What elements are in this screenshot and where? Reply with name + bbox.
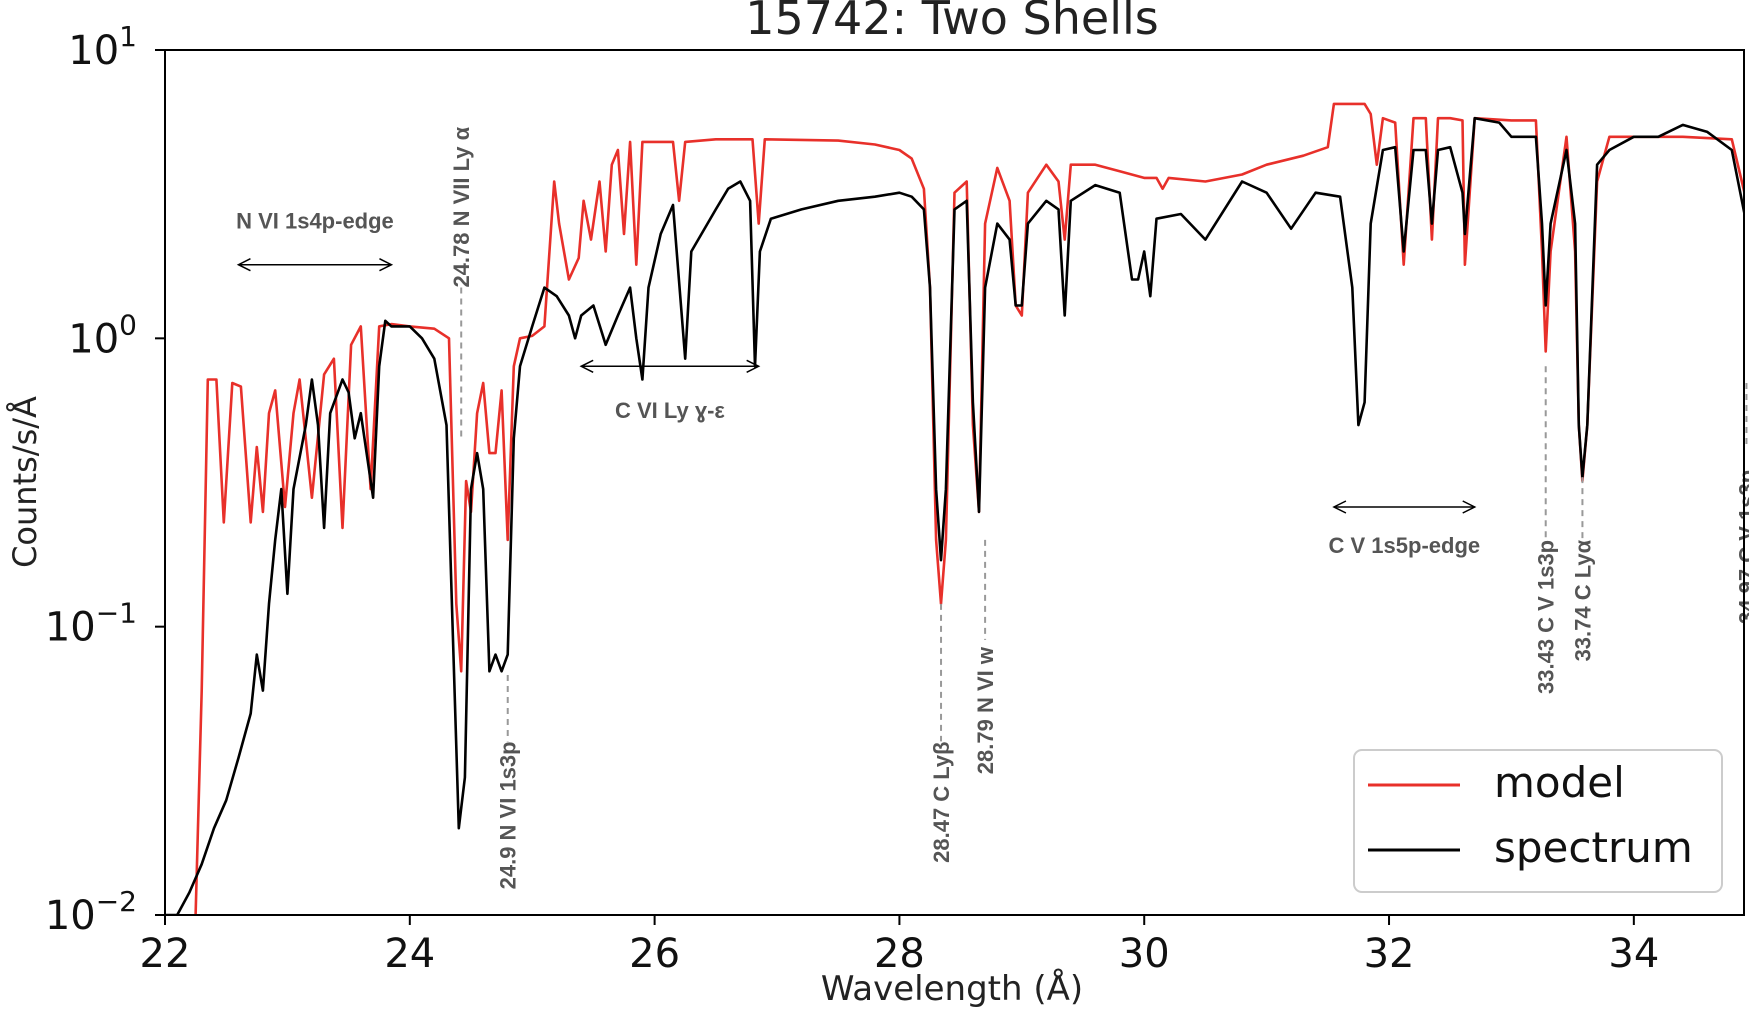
series-line-spectrum xyxy=(165,116,1744,915)
y-tick-base: 10 xyxy=(45,893,96,939)
y-tick-base: 10 xyxy=(45,605,96,651)
series-line-model xyxy=(194,102,1744,915)
x-axis-label: Wavelength (Å) xyxy=(821,968,1083,1009)
x-tick-label: 22 xyxy=(140,931,191,977)
annotation-arrowhead-right xyxy=(379,258,394,272)
annotation-label: C V 1s5p-edge xyxy=(1329,533,1481,558)
annotation-label: 28.79 N VI w xyxy=(973,646,998,774)
annotation-arrowhead-left xyxy=(579,359,594,373)
x-tick-label: 24 xyxy=(384,931,435,977)
annotation-arrowhead-right xyxy=(1462,500,1477,514)
annotation-label: 24.78 N VII Ly α xyxy=(449,126,474,287)
annotation-arrowhead-right xyxy=(746,359,761,373)
y-tick-exponent: −1 xyxy=(96,597,137,630)
y-tick-exponent: −2 xyxy=(96,885,137,918)
annotation-label: 33.74 C Lyα xyxy=(1570,539,1595,661)
legend-label-model: model xyxy=(1494,758,1625,807)
y-tick-label: 10−1 xyxy=(45,597,137,651)
annotation-label: 34.97 C V 1s3p xyxy=(1734,470,1749,624)
annotation-label: N VI 1s4p-edge xyxy=(236,209,394,234)
y-tick-label: 10−2 xyxy=(45,885,137,939)
y-tick-label: 100 xyxy=(68,308,137,362)
chart-title: 15742: Two Shells xyxy=(745,0,1159,45)
plot-frame xyxy=(164,49,1745,916)
y-tick-exponent: 0 xyxy=(119,308,137,341)
annotation-label: C VI Ly ɣ-ε xyxy=(615,398,725,423)
y-tick-base: 10 xyxy=(68,316,119,362)
annotation-arrowhead-left xyxy=(1332,500,1347,514)
y-tick-exponent: 1 xyxy=(119,20,137,53)
annotation-label: 24.9 N VI 1s3p xyxy=(496,741,521,889)
series-group xyxy=(165,102,1744,915)
x-tick-label: 32 xyxy=(1364,931,1415,977)
x-tick-label: 26 xyxy=(629,931,680,977)
y-axis-label: Counts/s/Å xyxy=(6,396,44,568)
y-tick-base: 10 xyxy=(68,28,119,74)
x-tick-label: 34 xyxy=(1608,931,1659,977)
legend-label-spectrum: spectrum xyxy=(1494,823,1693,872)
legend: model spectrum xyxy=(1353,749,1723,893)
x-tick-label: 30 xyxy=(1119,931,1170,977)
annotation-label: 33.43 C V 1s3p xyxy=(1534,540,1559,694)
annotation-arrowhead-left xyxy=(236,258,251,272)
annotations-group: N VI 1s4p-edge C VI Ly ɣ-ε C V 1s5p-edge 24… xyxy=(236,126,1749,889)
annotation-label: 28.47 C Lyβ xyxy=(929,741,954,862)
x-tick-label: 28 xyxy=(874,931,925,977)
y-tick-label: 101 xyxy=(68,20,137,74)
